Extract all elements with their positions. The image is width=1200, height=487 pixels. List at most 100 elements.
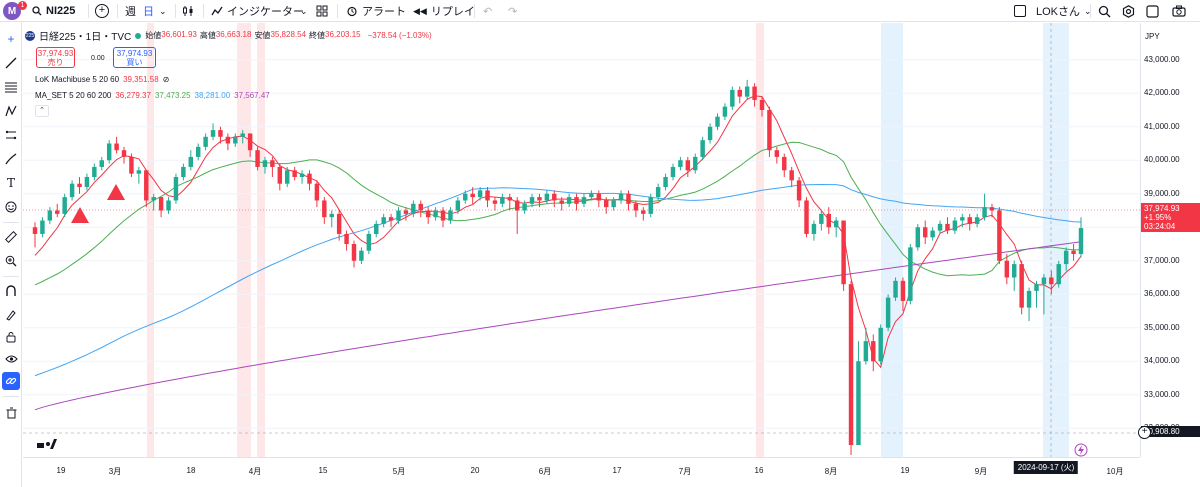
layout-menu[interactable]: LOKさん ⌄ [1014, 0, 1092, 22]
candle-body [1056, 264, 1061, 285]
candle-body [730, 89, 735, 107]
fib-retracement-icon[interactable] [2, 78, 20, 96]
candle-body [885, 297, 891, 328]
symbol-search[interactable]: NI225 [32, 0, 75, 22]
settings-gear-icon[interactable] [1122, 0, 1135, 22]
current-change: +1.95% [1144, 213, 1172, 222]
text-tool-icon[interactable]: T [6, 176, 15, 190]
candle-body [1034, 284, 1039, 291]
ruler-icon[interactable] [2, 228, 20, 246]
indicators-icon [211, 6, 223, 16]
spread-value: 0.00 [91, 55, 105, 62]
indicators-chevron-icon[interactable]: ⌄ [300, 5, 308, 16]
buy-button[interactable]: 37,974.93 買い [113, 47, 156, 68]
trash-icon[interactable] [2, 404, 20, 422]
candle-body [559, 200, 564, 204]
indicator-status-icon: ⊘ [162, 75, 170, 84]
price-tick-label: 42,000.00 [1144, 88, 1180, 98]
price-scale[interactable]: JPY 43,000.00 42,000.00 41,000.00 40,000.00… [1140, 23, 1200, 457]
candle-body [366, 233, 372, 251]
highlight-band [147, 23, 154, 457]
undo-icon[interactable]: ↶ [483, 5, 493, 18]
emoji-icon[interactable] [2, 198, 20, 216]
candle-body [77, 183, 82, 188]
magnet-icon[interactable] [2, 282, 20, 300]
highlight-bands [147, 23, 1069, 457]
alert-button[interactable]: アラート [346, 0, 406, 22]
time-tick-label: 19 [900, 466, 910, 475]
ma60-value: 38,281.00 [194, 91, 231, 100]
candle-body [774, 150, 780, 157]
candle-body [425, 210, 431, 218]
change-value: −378.54 (−1.03%) [367, 31, 432, 40]
candle-body [626, 193, 631, 204]
link-icon[interactable] [2, 372, 20, 390]
chart-type-button[interactable] [182, 0, 194, 22]
ma20-value: 37,473.25 [154, 91, 191, 100]
templates-button[interactable] [316, 0, 328, 22]
divider [203, 4, 204, 18]
time-tick-label: 17 [612, 466, 622, 475]
candle-body [255, 150, 260, 167]
candle-body [1078, 228, 1084, 255]
indicator-legend-lok[interactable]: LoK Machibuse 5 20 60 39,351.58 ⊘ [35, 75, 169, 84]
stay-in-drawing-mode-icon[interactable] [2, 306, 20, 324]
redo-icon[interactable]: ↷ [508, 5, 518, 18]
lightning-icon[interactable] [1074, 443, 1088, 457]
candle-body [633, 203, 639, 211]
chart-plot[interactable] [23, 23, 1140, 457]
candle-body [144, 170, 149, 201]
time-tick-label: 10月 [1106, 467, 1124, 476]
candle-body [329, 213, 334, 218]
pattern-icon[interactable] [2, 102, 20, 120]
add-alert-plus-icon[interactable]: + [1138, 426, 1151, 439]
trend-line-icon[interactable] [2, 54, 20, 72]
eye-icon[interactable] [2, 350, 20, 368]
candle-body [782, 156, 787, 171]
candle-body [789, 170, 794, 181]
price-chart[interactable]: 225 日経225・1日・TVC 始値 36,601.93 高値 36,663.18 安… [23, 23, 1140, 457]
candle-body [448, 210, 453, 221]
divider [175, 4, 176, 18]
crosshair-icon[interactable]: + [7, 32, 15, 46]
lock-icon[interactable] [2, 328, 20, 346]
candle-body [722, 106, 728, 117]
candle-body [878, 327, 883, 362]
compare-button[interactable]: + [95, 0, 109, 22]
snapshot-camera-icon[interactable] [1172, 0, 1186, 22]
user-menu[interactable]: M 1 [3, 0, 27, 22]
symbol-legend[interactable]: 225 日経225・1日・TVC 始値 36,601.93 高値 36,663.18 安… [25, 28, 432, 43]
ma200-line [34, 241, 1082, 411]
candle-body [374, 223, 379, 234]
indicator-legend-ma-set[interactable]: MA_SET 5 20 60 200 36,279.37 37,473.25 3… [35, 91, 270, 100]
candles-icon [183, 6, 193, 16]
interval-dropdown-chevron-icon[interactable]: ⌄ [159, 5, 167, 16]
fullscreen-icon[interactable] [1146, 0, 1159, 22]
candle-body [247, 133, 253, 151]
quick-search-icon[interactable] [1098, 0, 1111, 22]
prediction-icon[interactable] [2, 126, 20, 144]
legend-collapse-chevron-icon[interactable]: ⌃ [35, 105, 49, 117]
candle-body [181, 166, 186, 177]
candle-body [589, 193, 594, 198]
ohlc-value: 36,663.18 [215, 30, 252, 39]
candle-body [678, 160, 683, 167]
replay-label: リプレイ [430, 6, 475, 18]
sell-button[interactable]: 37,974.93 売り [36, 47, 75, 68]
interval-week[interactable]: 週 [125, 6, 136, 18]
divider [3, 276, 19, 277]
brush-icon[interactable] [2, 150, 20, 168]
indicators-button[interactable]: インジケーター [211, 0, 304, 22]
interval-day[interactable]: 日 [143, 6, 154, 18]
candle-body [500, 197, 505, 204]
candle-body [106, 143, 112, 161]
time-scale[interactable]: 19 3月 18 4月 15 5月 20 6月 17 7月 16 8月 19 9月 10月 2024-09-… [23, 457, 1140, 487]
candle-body [655, 187, 661, 198]
candle-body [833, 220, 839, 228]
candle-body [522, 203, 527, 211]
replay-button[interactable]: ◀◀ リプレイ [413, 0, 475, 22]
layout-checkbox[interactable] [1014, 5, 1026, 17]
avatar[interactable]: M [3, 2, 21, 20]
zoom-in-icon[interactable] [2, 252, 20, 270]
